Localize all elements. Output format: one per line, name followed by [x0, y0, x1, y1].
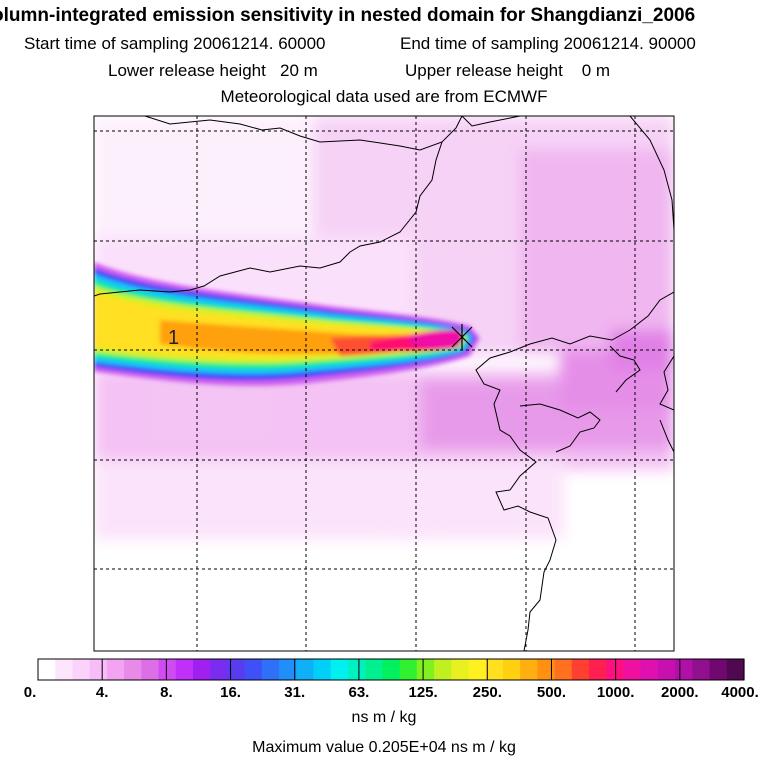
lower-height-text: Lower release height 20 m — [108, 61, 318, 80]
colorbar-swatch — [468, 659, 487, 680]
release-site-marker — [451, 324, 473, 350]
colorbar-tick-label: 16. — [220, 684, 241, 701]
colorbar-tick-label: 2000. — [661, 684, 699, 701]
colorbar-swatch — [38, 659, 56, 680]
upper-height-text: Upper release height 0 m — [405, 61, 611, 80]
colorbar-swatch — [589, 659, 607, 680]
colorbar-tick-label: 250. — [472, 684, 502, 701]
colorbar-tick-label: 125. — [408, 684, 438, 701]
start-time-text: Start time of sampling 20061214. 60000 — [24, 34, 326, 53]
colorbar-swatch — [261, 659, 280, 680]
colorbar-swatch — [55, 659, 74, 680]
colorbar-swatch — [709, 659, 728, 680]
colorbar-swatch — [537, 659, 556, 680]
colorbar-swatch — [244, 659, 263, 680]
colorbar-swatch — [192, 659, 211, 680]
colorbar-tick-label: 4000. — [721, 684, 759, 701]
map-frame — [93, 115, 675, 652]
colorbar-swatch — [106, 659, 125, 680]
colorbar-swatch — [451, 659, 470, 680]
colorbar-swatch — [520, 659, 538, 680]
met-data-text: Meteorological data used are from ECMWF — [220, 87, 548, 106]
colorbar-tick-label: 0. — [23, 684, 37, 701]
colorbar-swatch — [227, 659, 246, 680]
colorbar-swatch — [640, 659, 659, 680]
colorbar-swatch — [89, 659, 108, 680]
colorbar-tick-label: 8. — [160, 684, 173, 701]
colorbar-swatch — [554, 659, 573, 680]
colorbar-swatch — [416, 659, 435, 680]
colorbar-swatch — [657, 659, 676, 680]
end-time-text: End time of sampling 20061214. 90000 — [400, 34, 696, 53]
coastlines — [94, 116, 674, 651]
colorbar-swatch — [485, 659, 504, 680]
emission-plume — [94, 262, 480, 386]
map-panel: 1 — [94, 116, 674, 651]
colorbar-swatch — [399, 659, 418, 680]
colorbar-swatch — [296, 659, 315, 680]
colorbar-swatch — [571, 659, 590, 680]
colorbar-swatch — [623, 659, 642, 680]
colorbar-tick-label: 1000. — [596, 684, 635, 701]
colorbar-swatch — [365, 659, 383, 680]
release-label: 1 — [168, 327, 179, 349]
colorbar-swatch — [692, 659, 711, 680]
colorbar-swatch — [726, 659, 745, 680]
colorbar-swatch — [175, 659, 194, 680]
colorbar-swatch — [434, 659, 452, 680]
colorbar-swatch — [279, 659, 297, 680]
plot-title: olumn-integrated emission sensitivity in… — [0, 5, 696, 26]
units-label: ns m / kg — [351, 709, 417, 726]
colorbar-swatch — [330, 659, 349, 680]
colorbar-tick-label: 4. — [95, 684, 109, 701]
background-field — [94, 116, 674, 651]
colorbar-swatch — [675, 659, 693, 680]
colorbar-swatch — [141, 659, 160, 680]
colorbar-tick-label: 63. — [348, 684, 370, 701]
map-gridlines — [94, 116, 674, 651]
colorbar — [37, 659, 745, 680]
max-value-text: Maximum value 0.205E+04 ns m / kg — [252, 739, 516, 756]
colorbar-swatch — [210, 659, 229, 680]
colorbar-swatch — [158, 659, 177, 680]
colorbar-frame — [37, 658, 745, 681]
colorbar-swatch — [72, 659, 91, 680]
colorbar-swatch — [313, 659, 332, 680]
colorbar-tick-label: 500. — [536, 684, 567, 701]
colorbar-swatch — [382, 659, 401, 680]
colorbar-swatch — [347, 659, 366, 680]
colorbar-swatch — [124, 659, 142, 680]
colorbar-tick-label: 31. — [284, 684, 306, 701]
colorbar-swatch — [502, 659, 521, 680]
